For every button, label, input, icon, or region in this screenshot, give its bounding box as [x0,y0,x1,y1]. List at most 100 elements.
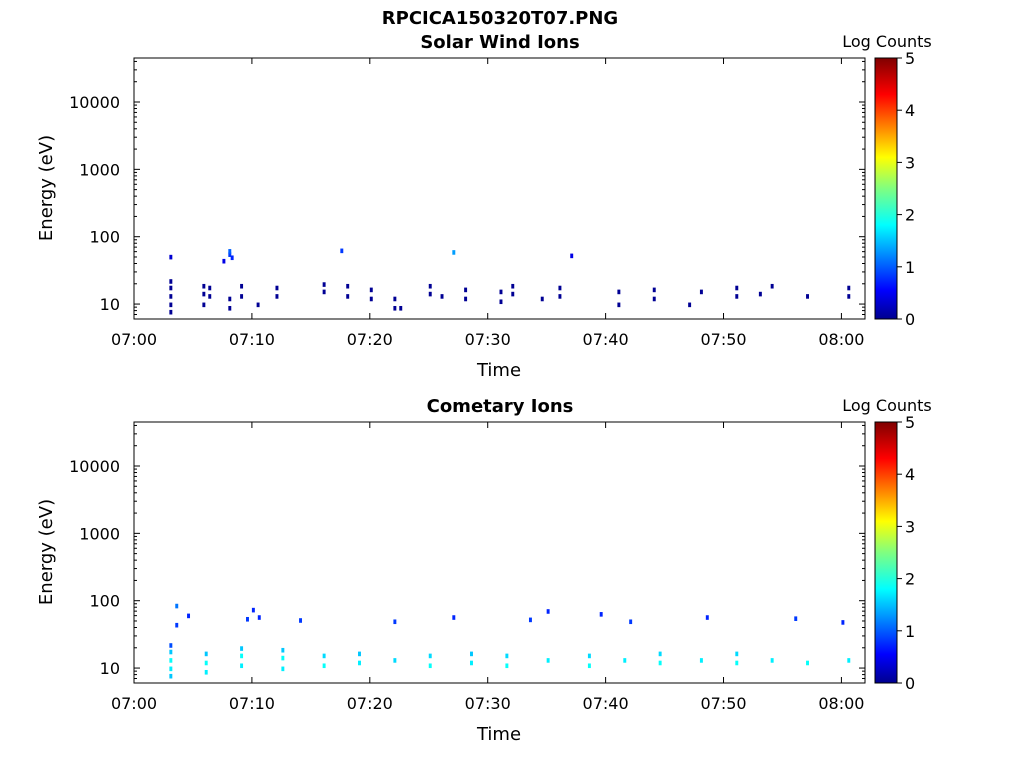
y-tick-label: 10 [100,295,120,314]
spectrogram-cell [546,609,550,614]
colorbar-label-cometary: Log Counts [842,396,932,415]
spectrogram-cell [202,283,206,289]
spectrogram-cell [299,618,303,623]
spectrogram-cell [841,620,845,625]
spectrogram-cell [228,296,232,302]
x-tick-label: 07:50 [700,694,746,713]
spectrogram-cell [322,663,326,669]
spectrogram-cell [169,254,173,260]
spectrogram-cell [275,294,279,299]
x-tick-label: 07:50 [700,330,746,349]
axes-frame-cometary [133,421,866,684]
spectrogram-cell [202,302,206,308]
spectrogram-cell [499,299,503,305]
panel-cometary-ions: Cometary Ions 07:00 07:10 07:20 07:30 07:40 0… [36,396,932,745]
spectrogram-cell [629,619,633,625]
x-tick-label: 07:30 [465,330,511,349]
spectrogram-cell [505,653,509,659]
y-tick-label: 1000 [79,524,120,543]
spectrogram-cell [393,305,397,311]
spectrogram-cell [169,673,173,679]
y-axis-solar-wind: 10 100 1000 10000 [69,60,865,320]
colorbar-tick-label: 0 [905,674,915,693]
spectrogram-cell [240,283,244,289]
colorbar-tick-label: 3 [905,153,915,172]
spectrogram-cell [240,294,244,299]
spectrogram-cell [169,294,173,299]
spectrogram-cell [169,309,173,315]
spectrogram-cell [208,285,212,291]
spectrogram-cell [281,647,285,653]
spectrogram-cell [428,653,432,659]
x-tick-label: 07:40 [583,330,629,349]
colorbar-gradient-cometary [874,421,898,684]
spectrogram-cell [652,287,656,293]
spectrogram-cell [228,249,232,254]
spectrogram-cell [369,296,373,302]
colorbar-tick-label: 1 [905,258,915,277]
spectrogram-cell [169,279,173,284]
spectrogram-cell [587,653,591,659]
spectrogram-cell [617,302,621,308]
spectrogram-cell [346,283,350,289]
spectrogram-cell [428,291,432,297]
x-tick-label: 08:00 [818,694,864,713]
spectrogram-cell [847,294,851,299]
spectrogram-cell [187,613,191,619]
spectrogram-cell [735,651,739,657]
spectrogram-cell [240,663,244,669]
spectrogram-cell [322,653,326,659]
spectrogram-cell [587,663,591,669]
spectrogram-cell [617,289,621,295]
spectrogram-cell [558,285,562,291]
colorbar-cometary: Log Counts 0 1 2 3 4 5 [842,396,932,693]
figure-title: RPCICA150320T07.PNG [382,8,618,29]
spectrogram-cell [369,287,373,293]
y-axis-label-solar-wind: Energy (eV) [36,135,57,241]
spectrogram-cell [470,660,473,666]
spectrogram-cell [699,289,703,295]
colorbar-tick-label: 5 [905,413,915,432]
spectrogram-cell [452,615,456,620]
colorbar-tick-label: 4 [905,465,915,484]
spectrogram-cometary [169,603,851,679]
spectrogram-cell [505,663,509,669]
x-axis-label-solar-wind: Time [476,360,521,381]
x-axis-solar-wind: 07:00 07:10 07:20 07:30 07:40 07:50 08:00 [111,58,864,349]
spectrogram-cell [393,296,397,302]
x-axis-cometary: 07:00 07:10 07:20 07:30 07:40 07:50 08:00 [111,422,864,713]
spectrogram-cell [169,302,173,308]
spectrogram-cell [735,660,739,666]
spectrogram-cell [699,658,703,663]
spectrogram-cell [228,305,232,311]
plot-area-solar-wind [134,58,865,319]
spectrogram-cell [340,248,344,254]
colorbar-ticks-cometary: 0 1 2 3 4 5 [897,413,915,693]
spectrogram-cell [202,291,206,297]
colorbar-tick-label: 5 [905,49,915,68]
spectrogram-cell [358,651,361,657]
spectrogram-cell [393,619,397,625]
spectrogram-cell [208,294,212,299]
spectrogram-cell [428,663,432,669]
spectrogram-cell [770,283,774,289]
spectrogram-cell [758,291,762,297]
spectrogram-cell [358,660,361,666]
spectrogram-cell [546,658,550,663]
spectrogram-cell [204,660,208,666]
spectrogram-cell [251,607,255,613]
spectrogram-cell [169,649,173,655]
x-tick-label: 08:00 [818,330,864,349]
spectrogram-cell [275,285,279,291]
y-tick-label: 100 [89,228,120,247]
spectrogram-cell [240,653,244,659]
spectrogram-cell [169,666,173,672]
spectrogram-cell [847,658,851,663]
spectrogram-cell [658,660,662,666]
spectrogram-cell [393,658,397,663]
y-tick-label: 10 [100,659,120,678]
y-tick-label: 10000 [69,93,120,112]
spectrogram-cell [558,294,562,299]
spectrogram-cell [847,285,851,291]
